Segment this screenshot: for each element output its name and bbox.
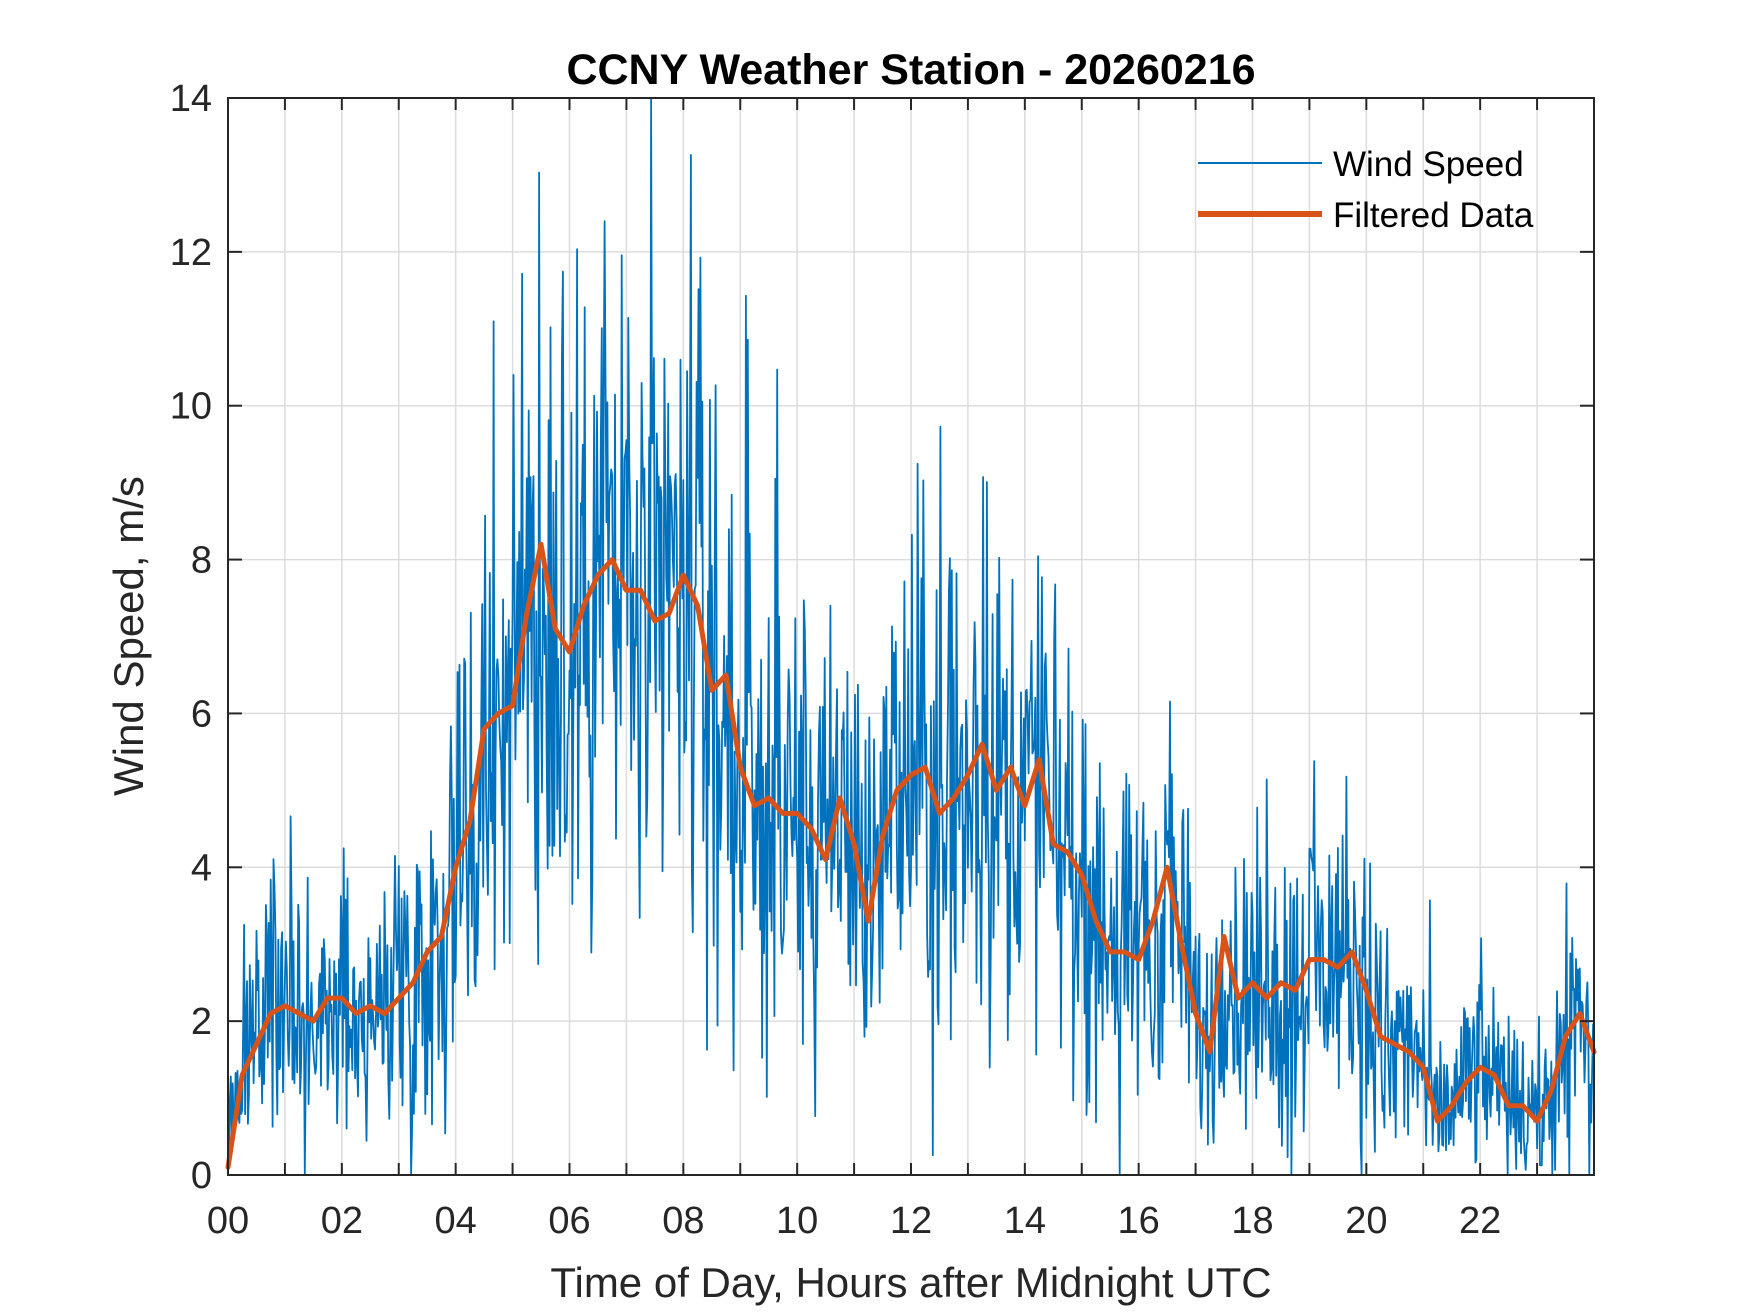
- y-tick-label: 14: [170, 78, 212, 120]
- x-tick-label: 12: [890, 1200, 932, 1242]
- filtered-data-line: [225, 541, 1597, 1170]
- chart-title: CCNY Weather Station - 20260216: [566, 46, 1255, 94]
- x-tick-label: 18: [1231, 1200, 1273, 1242]
- y-tick-label: 4: [191, 847, 212, 889]
- y-tick-labels: 0 2 4 6 8 10 12 14: [170, 78, 212, 1197]
- x-tick-label: 14: [1004, 1200, 1046, 1242]
- legend: Wind Speed Filtered Data: [1198, 145, 1534, 235]
- x-tick-label: 06: [548, 1200, 590, 1242]
- y-tick-label: 6: [191, 693, 212, 735]
- x-tick-label: 20: [1345, 1200, 1387, 1242]
- x-axis-label: Time of Day, Hours after Midnight UTC: [550, 1259, 1271, 1306]
- y-tick-label: 12: [170, 232, 212, 274]
- y-tick-label: 2: [191, 1001, 212, 1043]
- wind-speed-series: [227, 97, 1595, 1176]
- y-tick-label: 8: [191, 540, 212, 582]
- x-tick-label: 22: [1459, 1200, 1501, 1242]
- y-axis-label: Wind Speed, m/s: [105, 476, 152, 796]
- x-tick-labels: 00 02 04 06 08 10 12 14 16 18 20 22: [207, 1200, 1501, 1242]
- legend-label-filtered-data: Filtered Data: [1333, 196, 1534, 235]
- x-tick-label: 16: [1118, 1200, 1160, 1242]
- x-tick-label: 04: [435, 1200, 477, 1242]
- x-tick-label: 02: [321, 1200, 363, 1242]
- legend-label-wind-speed: Wind Speed: [1333, 145, 1524, 184]
- y-tick-label: 0: [191, 1155, 212, 1197]
- axis-ticks: [227, 97, 1595, 1176]
- wind-speed-line: [227, 97, 1595, 1176]
- filtered-data-series: [225, 541, 1597, 1170]
- y-tick-label: 10: [170, 386, 212, 428]
- x-tick-label: 00: [207, 1200, 249, 1242]
- x-tick-label: 10: [776, 1200, 818, 1242]
- x-tick-label: 08: [662, 1200, 704, 1242]
